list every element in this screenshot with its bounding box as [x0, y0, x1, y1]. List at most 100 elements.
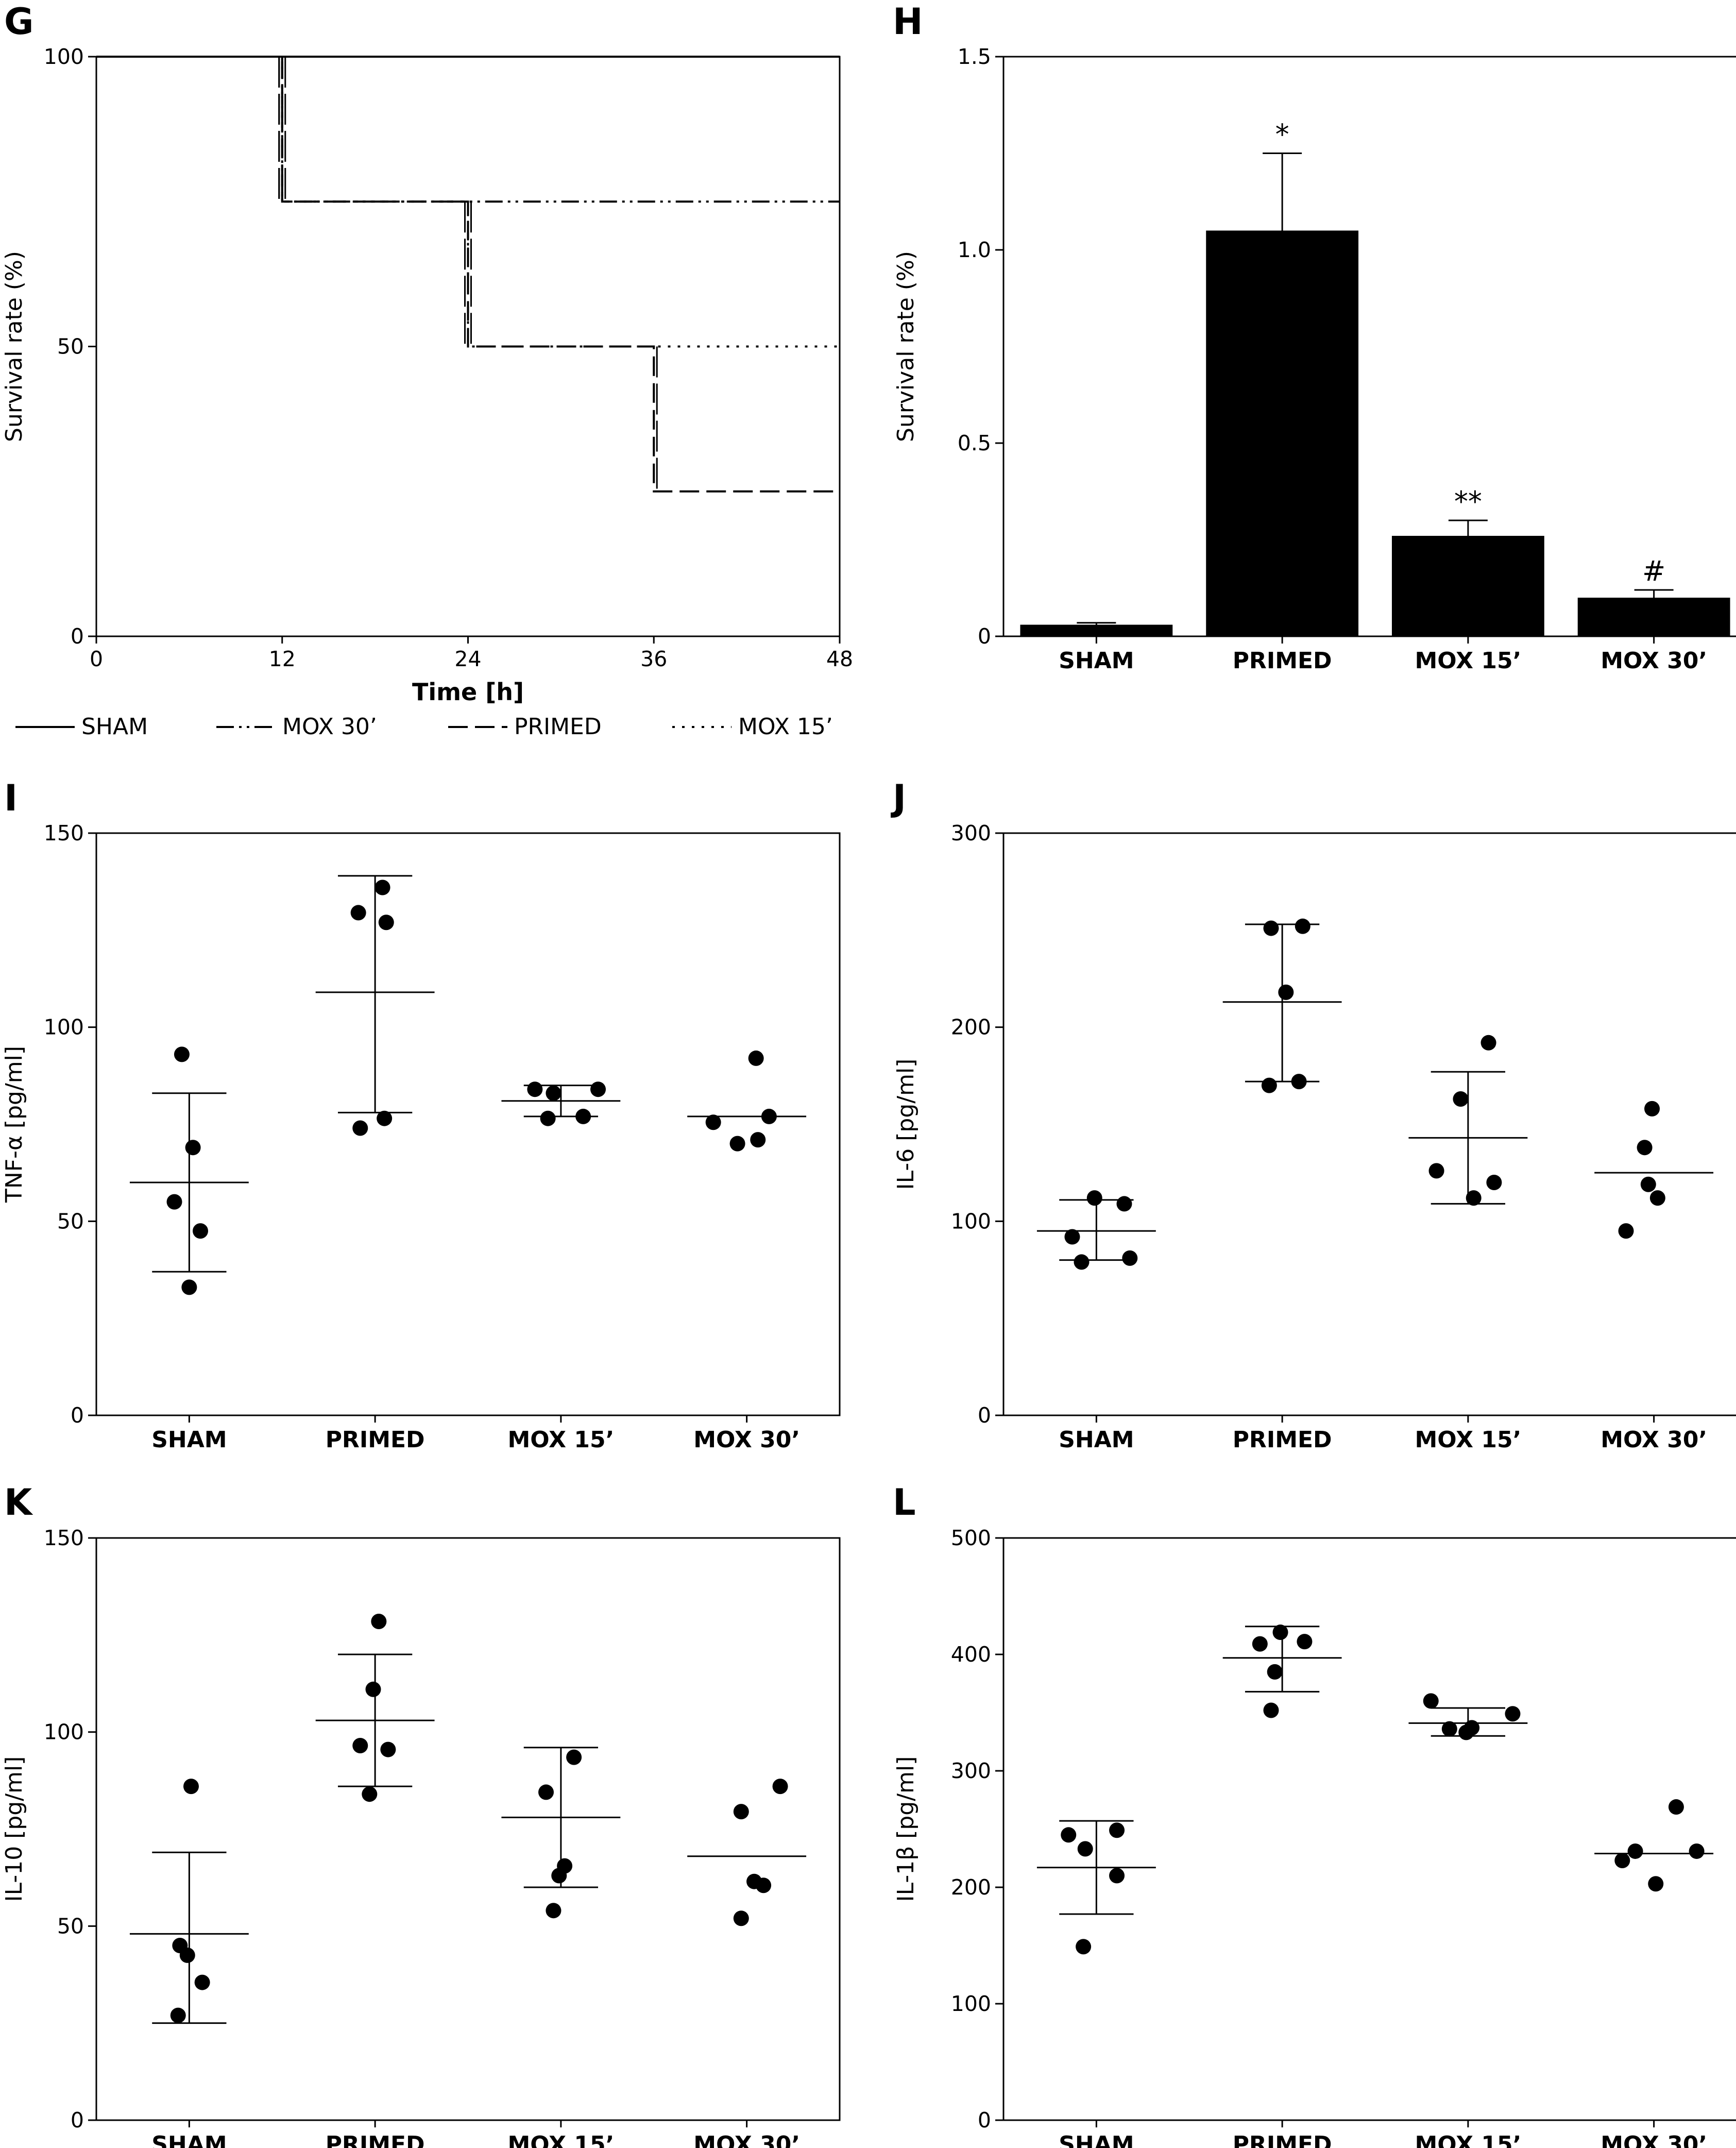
y-tick-label: 200 — [951, 1875, 991, 1900]
survival-chart-G: 0 50 100 0 12 24 36 48 Time [h] Survival rate (%)… — [1, 44, 853, 740]
plot-frame-I — [95, 832, 841, 1416]
data-point — [1423, 1693, 1439, 1709]
survival-line-mox-30- — [96, 56, 840, 203]
y-axis-title: TNF-α [pg/ml] — [1, 1046, 27, 1203]
data-point — [1648, 1876, 1664, 1892]
data-point — [375, 880, 390, 895]
x-category-label: MOX 30’ — [693, 2132, 800, 2148]
data-point — [378, 915, 394, 931]
data-point — [371, 1613, 387, 1629]
panel-letter-H: H — [893, 1, 923, 43]
data-point — [1109, 1868, 1125, 1884]
plot-frame-J — [1002, 832, 1736, 1416]
data-point — [1614, 1853, 1630, 1869]
x-category-label: MOX 30’ — [1601, 648, 1707, 674]
plot-frame-H — [1002, 56, 1736, 637]
data-point — [185, 1140, 201, 1156]
y-tick-label: 100 — [44, 1015, 84, 1040]
panel-letter-I: I — [4, 777, 18, 819]
x-category-label: PRIMED — [326, 1427, 425, 1453]
x-tick-label: 24 — [454, 647, 481, 671]
x-category-label: PRIMED — [1233, 1427, 1332, 1453]
y-tick-label: 100 — [951, 1991, 991, 2016]
data-point — [1295, 918, 1310, 934]
data-point — [1064, 1229, 1080, 1245]
x-category-label: MOX 15’ — [1415, 648, 1521, 674]
data-point — [1649, 1190, 1665, 1206]
dot-chart-I: 0 50 100 150 TNF-α [pg/ml] SHAM PRIMED MOX 15’ M… — [1, 821, 841, 1453]
data-point — [1689, 1843, 1705, 1859]
y-tick-label: 50 — [57, 1914, 84, 1938]
plot-frame-K — [95, 1537, 841, 2121]
data-point — [733, 1804, 749, 1820]
x-axis-title: Time [h] — [412, 678, 524, 706]
data-point — [1644, 1101, 1660, 1117]
data-point — [705, 1114, 721, 1130]
y-tick-label: 100 — [44, 44, 84, 69]
data-point — [1466, 1190, 1482, 1206]
data-point — [179, 1947, 195, 1963]
y-tick-label: 100 — [951, 1209, 991, 1233]
dot-chart-J: 0 100 200 300 IL-6 [pg/ml] SHAM PRIMED MOX 15’ M… — [893, 821, 1736, 1453]
data-point — [194, 1974, 210, 1990]
data-point — [183, 1779, 199, 1795]
plot-frame-L — [1002, 1537, 1736, 2121]
data-point — [1261, 1077, 1277, 1093]
data-point — [566, 1749, 582, 1765]
y-tick-label: 100 — [44, 1720, 84, 1745]
data-point — [1272, 1625, 1288, 1640]
data-point — [1076, 1939, 1092, 1955]
data-point — [551, 1868, 567, 1884]
data-point — [350, 905, 366, 921]
data-point — [1122, 1250, 1138, 1266]
data-point — [166, 1194, 182, 1210]
y-axis-title: IL-1β [pg/ml] — [893, 1756, 919, 1902]
bar — [1206, 230, 1359, 636]
data-point — [1453, 1091, 1469, 1107]
data-point — [1627, 1843, 1643, 1859]
data-point — [1263, 920, 1279, 936]
y-axis-title: Survival rate (%) — [1, 251, 27, 442]
significance-marker: # — [1642, 555, 1665, 587]
x-category-label: PRIMED — [1233, 648, 1332, 674]
panel-letter-L: L — [893, 1481, 916, 1524]
y-axis-title: IL-10 [pg/ml] — [1, 1756, 27, 1902]
data-point — [377, 1110, 393, 1126]
y-tick-label: 0 — [71, 624, 84, 649]
data-point — [1668, 1799, 1684, 1815]
y-tick-label: 300 — [951, 821, 991, 845]
bar — [1391, 536, 1544, 636]
data-point — [352, 1738, 368, 1754]
y-tick-label: 50 — [57, 1209, 84, 1233]
significance-marker: * — [1275, 119, 1289, 151]
data-point — [1640, 1176, 1656, 1192]
data-point — [1116, 1196, 1132, 1212]
data-point — [590, 1081, 606, 1097]
data-point — [750, 1132, 766, 1148]
data-point — [1263, 1702, 1279, 1718]
y-tick-label: 1.5 — [958, 44, 991, 69]
data-point — [729, 1136, 745, 1152]
y-tick-label: 1.0 — [958, 238, 991, 262]
data-point — [365, 1681, 381, 1697]
legend-label: MOX 15’ — [738, 714, 833, 740]
y-tick-label: 0 — [978, 624, 991, 649]
data-point — [1252, 1636, 1268, 1652]
x-tick-label: 12 — [269, 647, 296, 671]
dot-chart-K: 0 50 100 150 IL-10 [pg/ml] SHAM PRIMED MOX 15’ M… — [1, 1526, 841, 2148]
legend-label: SHAM — [81, 714, 148, 740]
y-axis-title: IL-6 [pg/ml] — [893, 1059, 919, 1190]
y-tick-label: 0 — [978, 2108, 991, 2133]
data-point — [1480, 1035, 1496, 1051]
legend-label: MOX 30’ — [282, 714, 377, 740]
data-point — [1428, 1163, 1444, 1179]
data-point — [527, 1081, 543, 1097]
data-point — [362, 1786, 378, 1802]
x-category-label: MOX 15’ — [507, 1427, 614, 1453]
y-axis-title: Survival rate (%) — [893, 251, 919, 442]
data-point — [174, 1046, 190, 1062]
x-tick-label: 36 — [640, 647, 667, 671]
data-point — [1486, 1175, 1502, 1190]
y-tick-label: 500 — [951, 1526, 991, 1550]
